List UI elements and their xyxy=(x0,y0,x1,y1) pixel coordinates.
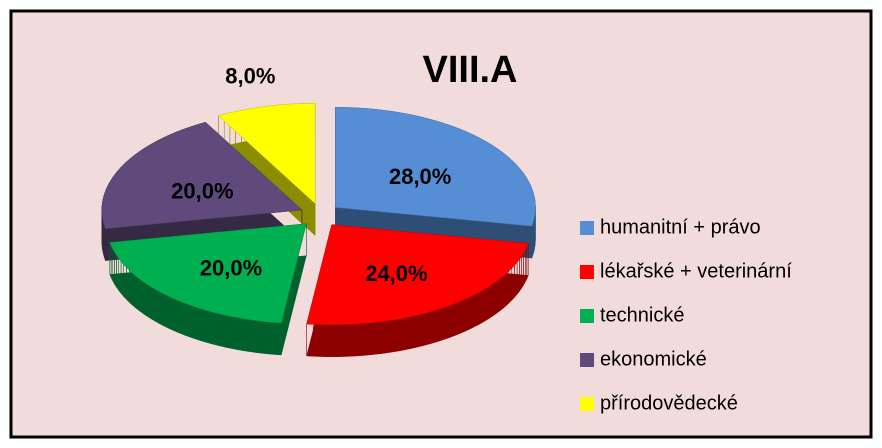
legend-swatch xyxy=(580,309,594,323)
legend-swatch xyxy=(580,265,594,279)
legend-label: ekonomické xyxy=(600,348,707,370)
legend-swatch xyxy=(580,221,594,235)
legend-swatch xyxy=(580,353,594,367)
data-label: 20,0% xyxy=(200,256,262,281)
legend-label: přírodovědecké xyxy=(600,392,738,414)
data-label: 8,0% xyxy=(225,63,275,88)
slice xyxy=(101,121,303,229)
legend-label: technické xyxy=(600,304,685,326)
legend-swatch xyxy=(580,397,594,411)
legend-label: humanitní + právo xyxy=(600,216,761,238)
slice xyxy=(109,223,307,324)
chart-title: VIII.A xyxy=(422,49,517,91)
data-label: 28,0% xyxy=(389,164,451,189)
legend-label: lékařské + veterinární xyxy=(600,260,792,282)
slice xyxy=(306,224,529,325)
data-label: 24,0% xyxy=(365,261,427,286)
data-label: 20,0% xyxy=(171,178,233,203)
slice xyxy=(218,103,316,204)
slice xyxy=(335,107,536,227)
